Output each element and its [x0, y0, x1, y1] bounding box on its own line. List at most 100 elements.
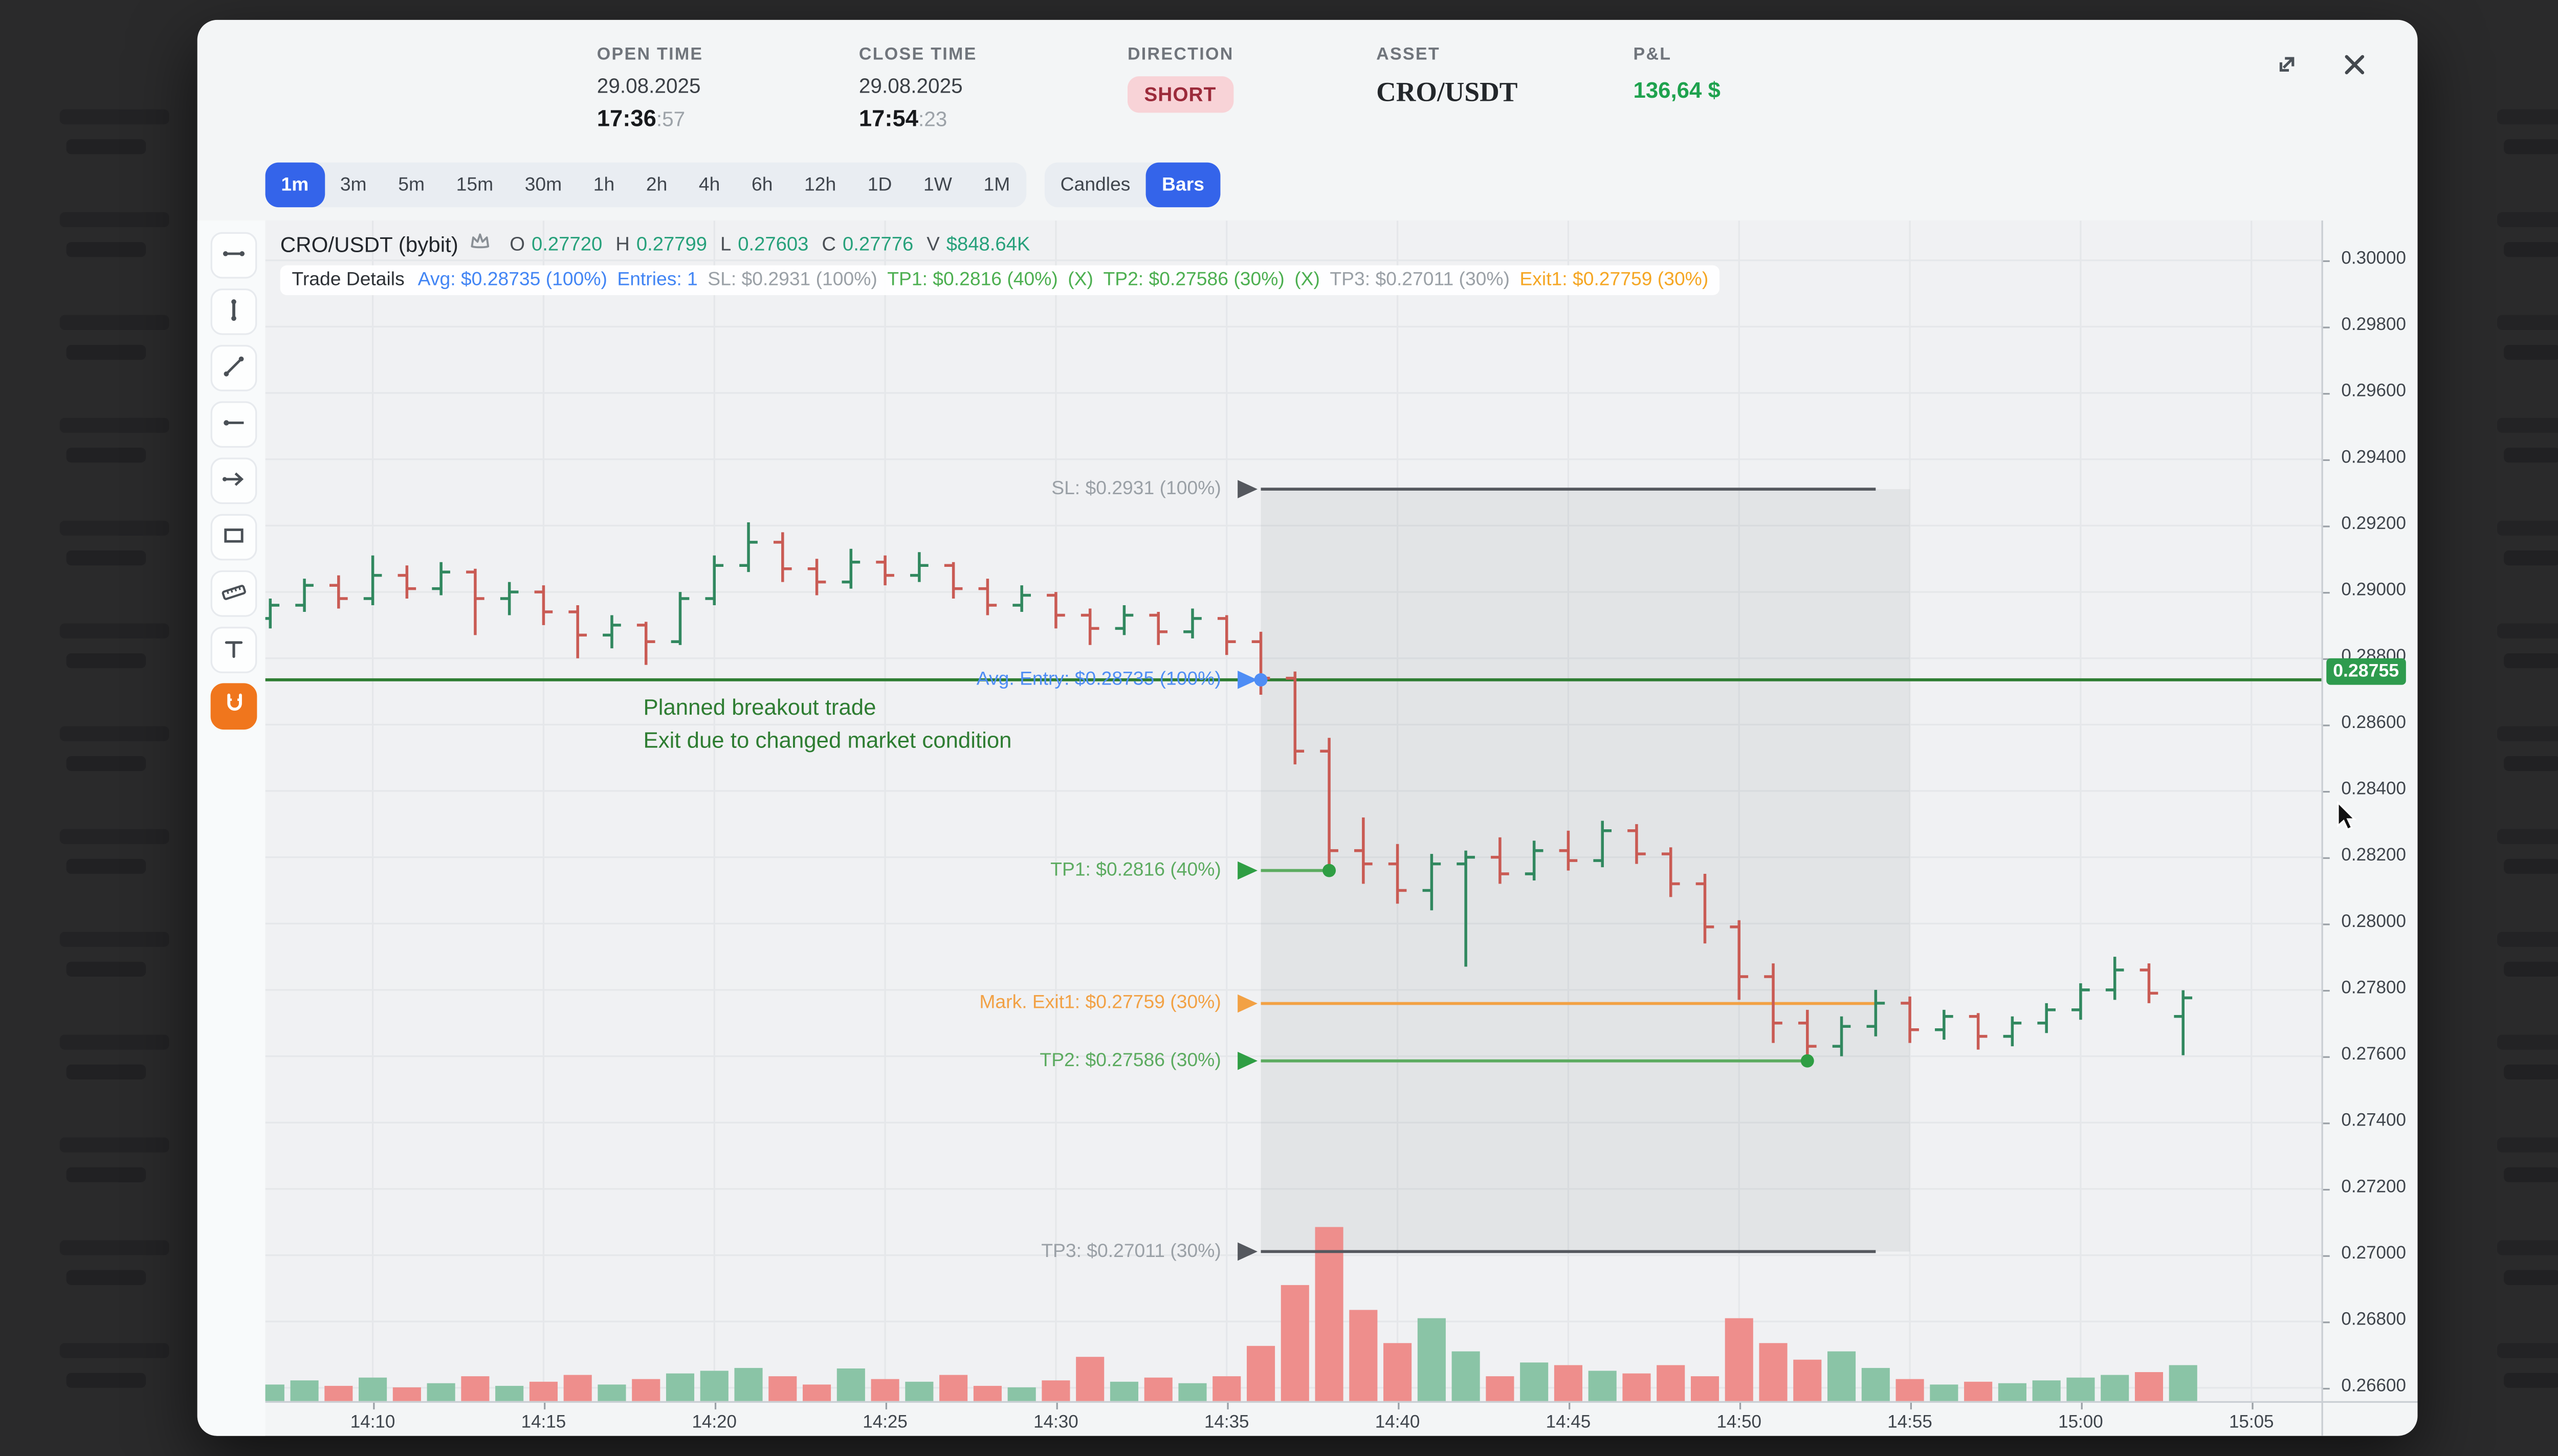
trade-detail-item: (X) — [1068, 270, 1093, 291]
price-axis[interactable]: 0.30000 0.29800 0.29600 0.29400 0.29200 0.290… — [2321, 220, 2418, 1436]
background-row-fragment — [59, 1240, 169, 1255]
ohlcv-key: L — [720, 232, 732, 256]
trade-details-row: Trade Details Avg: $0.28735 (100%) Entrie… — [280, 265, 1720, 295]
expand-button[interactable] — [2268, 48, 2305, 84]
background-row-fragment — [2504, 242, 2558, 257]
pnl-label: P&L — [1633, 45, 1672, 65]
background-row-fragment — [59, 1034, 169, 1050]
background-row-fragment — [66, 1064, 146, 1079]
time-axis[interactable]: 14:10 14:15 14:20 14:25 14:30 14:35 14:40 14:45… — [265, 1401, 2418, 1436]
price-tick-mark — [2323, 658, 2330, 660]
chart-legend: CRO/USDT (bybit) O 0.27720 H 0.27799 L 0.2760… — [280, 229, 1030, 258]
background-row-fragment — [2504, 1373, 2558, 1388]
timeframe-2h[interactable]: 2h — [630, 163, 683, 208]
level-label-tp2[interactable]: TP2: $0.27586 (30%) — [1040, 1051, 1221, 1071]
background-row-fragment — [2504, 550, 2558, 566]
trade-detail-item: TP2: $0.27586 (30%) — [1103, 270, 1285, 291]
ohlcv-value: 0.27799 — [636, 232, 708, 256]
time-tick-mark — [1226, 1402, 1228, 1409]
open-in-new-icon — [2274, 51, 2299, 81]
open-time-block: OPEN TIME 29.08.2025 17:36:57 — [597, 45, 703, 131]
chart-type-bars[interactable]: Bars — [1146, 162, 1220, 208]
timeframe-1W[interactable]: 1W — [908, 163, 967, 208]
price-tick-mark — [2323, 724, 2330, 726]
trade-note[interactable]: Planned breakout trade Exit due to chang… — [644, 692, 1012, 758]
timeframe-group: 1m 3m 5m 15m 30m 1h 2h 4h 6h 12h 1D 1W 1M — [265, 162, 1026, 208]
timeframe-1D[interactable]: 1D — [852, 163, 908, 208]
trade-note-line2: Exit due to changed market condition — [643, 727, 1012, 753]
background-row-fragment — [2497, 315, 2558, 330]
background-row-fragment — [59, 1137, 169, 1153]
price-tick-label: 0.27800 — [2341, 978, 2406, 999]
timeframe-15m[interactable]: 15m — [440, 163, 509, 208]
background-row-fragment — [2497, 417, 2558, 433]
level-label-avg-entry[interactable]: Avg. Entry: $0.28735 (100%) — [976, 670, 1221, 690]
tool-arrow-button[interactable] — [210, 457, 257, 504]
background-row-fragment — [2497, 520, 2558, 536]
tool-ruler-button[interactable] — [210, 570, 257, 617]
background-row-fragment — [2497, 1343, 2558, 1358]
level-label-tp3[interactable]: TP3: $0.27011 (30%) — [1041, 1241, 1221, 1262]
horizontal-ray-icon — [220, 409, 247, 440]
trade-chart-modal: OPEN TIME 29.08.2025 17:36:57 CLOSE TIME… — [197, 19, 2418, 1436]
background-row-fragment — [2504, 1270, 2558, 1285]
timeframe-5m[interactable]: 5m — [382, 163, 440, 208]
ohlcv-values: O 0.27720 H 0.27799 L 0.27603 C 0.27776 V $848.64… — [503, 232, 1030, 255]
level-label-sl[interactable]: SL: $0.2931 (100%) — [1051, 479, 1221, 499]
timeframe-1M[interactable]: 1M — [968, 163, 1026, 208]
tool-trend-line-button[interactable] — [210, 345, 257, 391]
chart-canvas[interactable]: CRO/USDT (bybit) O 0.27720 H 0.27799 L 0.2760… — [256, 220, 2322, 1401]
close-button[interactable] — [2336, 48, 2373, 84]
ruler-icon — [220, 578, 247, 610]
background-row-fragment — [2497, 623, 2558, 638]
ohlcv-key: C — [822, 232, 836, 256]
time-tick-mark — [543, 1402, 545, 1409]
level-label-tp1[interactable]: TP1: $0.2816 (40%) — [1050, 861, 1221, 881]
open-time-date: 29.08.2025 — [597, 74, 701, 98]
close-time-value: 17:54:23 — [858, 104, 947, 131]
trade-detail-item: TP3: $0.27011 (30%) — [1330, 270, 1510, 291]
price-tick-label: 0.26600 — [2341, 1376, 2406, 1397]
timeframe-6h[interactable]: 6h — [736, 163, 788, 208]
timeframe-3m[interactable]: 3m — [324, 163, 382, 208]
trade-detail-item: SL: $0.2931 (100%) — [708, 270, 877, 291]
price-tick-mark — [2323, 525, 2330, 527]
open-time-label: OPEN TIME — [597, 45, 703, 65]
background-row-fragment — [59, 932, 169, 947]
timeframe-1m[interactable]: 1m — [265, 162, 325, 208]
ohlcv-key: O — [510, 232, 525, 256]
tool-horizontal-ray-button[interactable] — [210, 401, 257, 448]
level-label-mark-exit1[interactable]: Mark. Exit1: $0.27759 (30%) — [979, 994, 1221, 1013]
horizontal-line-icon — [220, 239, 247, 271]
open-time-value: 17:36:57 — [597, 104, 686, 131]
background-row-fragment — [66, 1373, 146, 1388]
ohlcv-key: H — [615, 232, 630, 256]
price-tick-mark — [2323, 393, 2330, 395]
timeframe-30m[interactable]: 30m — [509, 163, 578, 208]
direction-label: DIRECTION — [1127, 45, 1234, 65]
background-row-fragment — [2497, 932, 2558, 947]
tool-vertical-line-button[interactable] — [210, 288, 257, 335]
direction-badge: SHORT — [1127, 76, 1233, 113]
time-tick-label: 14:15 — [521, 1413, 566, 1433]
tool-text-button[interactable] — [210, 627, 257, 673]
chart-type-candles[interactable]: Candles — [1045, 163, 1146, 208]
background-row-fragment — [2504, 448, 2558, 463]
close-time-label: CLOSE TIME — [858, 45, 977, 65]
direction-block: DIRECTION SHORT — [1127, 45, 1234, 113]
tool-magnet-button[interactable] — [210, 683, 257, 730]
time-tick-mark — [1568, 1402, 1570, 1409]
time-tick-mark — [372, 1402, 374, 1409]
tool-rectangle-button[interactable] — [210, 514, 257, 561]
timeframe-1h[interactable]: 1h — [578, 163, 630, 208]
background-row-fragment — [2497, 109, 2558, 125]
timeframe-12h[interactable]: 12h — [788, 163, 852, 208]
price-tick-mark — [2323, 1122, 2330, 1124]
crown-icon — [468, 229, 493, 258]
price-tick-mark — [2323, 1387, 2330, 1390]
background-row-fragment — [2504, 961, 2558, 977]
price-tick-mark — [2323, 260, 2330, 262]
timeframe-4h[interactable]: 4h — [683, 163, 736, 208]
tool-horizontal-line-button[interactable] — [210, 232, 257, 279]
